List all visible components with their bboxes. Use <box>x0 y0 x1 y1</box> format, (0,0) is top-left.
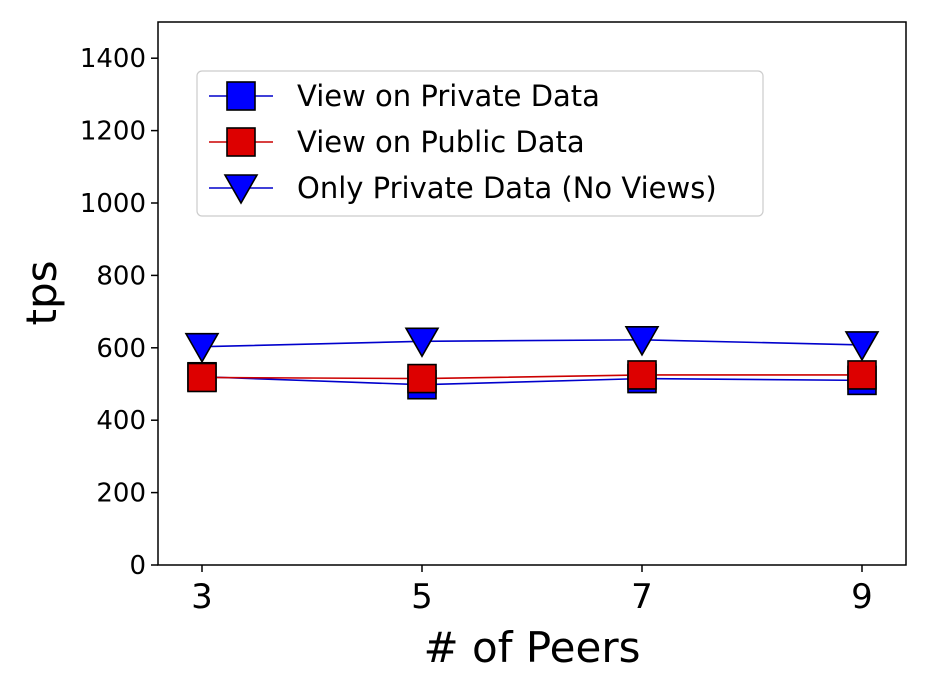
legend-box <box>196 70 764 217</box>
data-point <box>627 360 657 390</box>
legend-label: View on Private Data <box>297 79 600 113</box>
legend-marker <box>223 174 259 205</box>
legend: View on Private Data View on Public Data O… <box>196 70 764 217</box>
y-tick-label: 400 <box>96 406 146 436</box>
x-axis: 3 5 7 9 <box>191 565 873 617</box>
legend-entry: View on Private Data <box>209 79 600 113</box>
data-point <box>187 362 217 393</box>
y-axis-title: tps <box>17 260 66 325</box>
y-tick-label: 1200 <box>80 117 146 147</box>
legend-marker <box>226 81 256 111</box>
legend-entry: Only Private Data (No Views) <box>209 171 717 205</box>
data-point <box>844 331 880 362</box>
legend-label: Only Private Data (No Views) <box>297 171 717 205</box>
data-point <box>184 332 220 364</box>
series-line <box>201 339 863 348</box>
legend-label: View on Public Data <box>297 125 585 159</box>
x-tick-label: 5 <box>411 577 433 617</box>
data-point <box>404 327 440 358</box>
x-tick-label: 3 <box>191 577 213 617</box>
series-2 <box>187 360 877 394</box>
data-point <box>847 360 877 390</box>
data-point <box>407 363 437 394</box>
y-tick-label: 1000 <box>80 189 146 219</box>
legend-marker <box>226 127 256 157</box>
series-layer <box>184 326 880 400</box>
y-axis: 0 200 400 600 800 1000 1200 1400 <box>80 44 158 581</box>
data-point <box>624 326 660 357</box>
legend-items: View on Private Data View on Public Data O… <box>209 79 717 205</box>
y-tick-label: 800 <box>96 261 146 291</box>
y-tick-label: 200 <box>96 479 146 509</box>
x-tick-label: 7 <box>631 577 653 617</box>
series-line <box>201 374 862 380</box>
y-tick-label: 600 <box>96 334 146 364</box>
x-axis-title: # of Peers <box>423 623 640 672</box>
legend-entry: View on Public Data <box>209 125 585 159</box>
x-tick-label: 9 <box>851 577 873 617</box>
series-line <box>201 375 863 386</box>
y-tick-label: 0 <box>129 551 146 581</box>
series-3 <box>184 326 880 364</box>
y-tick-label: 1400 <box>80 44 146 74</box>
